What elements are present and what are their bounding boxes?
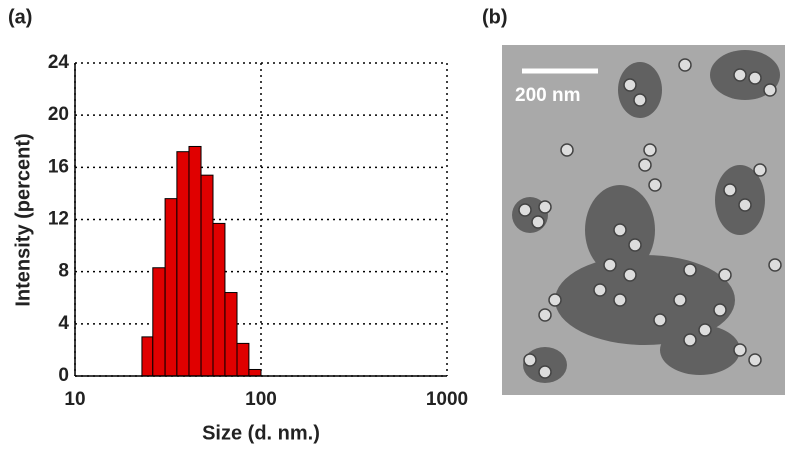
x-tick-label: 100	[245, 389, 277, 410]
bar	[141, 336, 154, 377]
scale-bar-label: 200 nm	[515, 85, 580, 106]
bar	[176, 151, 190, 377]
bar	[164, 198, 178, 377]
x-tick-label: 1000	[426, 389, 468, 410]
bar	[224, 292, 238, 377]
x-axis-label: Size (d. nm.)	[202, 422, 320, 444]
y-axis-label: Intensity (percent)	[12, 133, 34, 306]
bar	[152, 267, 166, 377]
image-particles	[518, 58, 782, 379]
y-tick-label: 20	[48, 104, 69, 125]
tem-image: 200 nm	[502, 45, 785, 395]
bar	[212, 222, 226, 377]
bar	[248, 368, 262, 377]
y-tick-label: 0	[58, 365, 69, 386]
y-tick-label: 24	[48, 52, 70, 73]
x-tick-label: 10	[64, 389, 85, 410]
y-tick-label: 4	[58, 313, 69, 334]
y-tick-label: 12	[48, 209, 69, 230]
bar	[236, 342, 250, 377]
panel-label: (b)	[482, 6, 508, 28]
panel-label: (a)	[8, 6, 32, 28]
y-tick-label: 16	[48, 156, 69, 177]
y-tick-label: 8	[58, 261, 69, 282]
bar	[200, 174, 214, 377]
bar	[188, 145, 202, 377]
